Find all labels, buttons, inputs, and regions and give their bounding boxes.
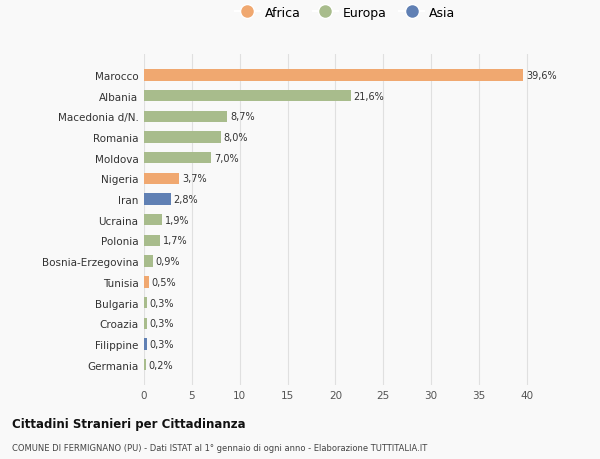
Bar xyxy=(144,215,162,226)
Text: 3,7%: 3,7% xyxy=(182,174,207,184)
Bar xyxy=(144,194,171,205)
Text: 0,5%: 0,5% xyxy=(152,277,176,287)
Bar xyxy=(144,359,146,370)
Bar xyxy=(144,70,523,81)
Legend: Africa, Europa, Asia: Africa, Europa, Asia xyxy=(229,2,461,25)
Text: 0,3%: 0,3% xyxy=(150,298,174,308)
Text: 39,6%: 39,6% xyxy=(526,71,557,81)
Text: 2,8%: 2,8% xyxy=(173,195,198,205)
Text: 1,9%: 1,9% xyxy=(165,215,190,225)
Bar xyxy=(144,318,147,329)
Text: 8,7%: 8,7% xyxy=(230,112,255,122)
Bar xyxy=(144,132,221,143)
Bar xyxy=(144,277,149,288)
Text: 21,6%: 21,6% xyxy=(353,91,385,101)
Text: 7,0%: 7,0% xyxy=(214,153,238,163)
Bar xyxy=(144,153,211,164)
Bar xyxy=(144,112,227,123)
Bar xyxy=(144,91,351,102)
Text: 8,0%: 8,0% xyxy=(223,133,248,143)
Text: 0,9%: 0,9% xyxy=(155,257,180,267)
Text: 0,3%: 0,3% xyxy=(150,319,174,329)
Text: COMUNE DI FERMIGNANO (PU) - Dati ISTAT al 1° gennaio di ogni anno - Elaborazione: COMUNE DI FERMIGNANO (PU) - Dati ISTAT a… xyxy=(12,443,427,452)
Bar xyxy=(144,339,147,350)
Text: 0,2%: 0,2% xyxy=(149,360,173,370)
Bar xyxy=(144,174,179,185)
Text: 1,7%: 1,7% xyxy=(163,236,188,246)
Bar xyxy=(144,235,160,246)
Bar xyxy=(144,297,147,308)
Text: 0,3%: 0,3% xyxy=(150,339,174,349)
Bar xyxy=(144,256,152,267)
Text: Cittadini Stranieri per Cittadinanza: Cittadini Stranieri per Cittadinanza xyxy=(12,417,245,430)
